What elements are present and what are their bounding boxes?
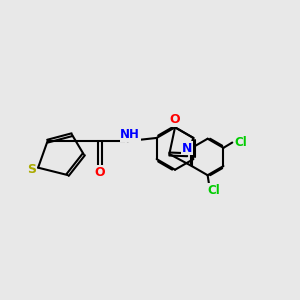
Text: O: O (94, 166, 105, 178)
Text: Cl: Cl (207, 184, 220, 197)
Text: N: N (182, 142, 192, 155)
Text: S: S (27, 163, 36, 176)
Text: NH: NH (120, 128, 140, 141)
Text: Cl: Cl (235, 136, 248, 149)
Text: O: O (170, 113, 180, 127)
